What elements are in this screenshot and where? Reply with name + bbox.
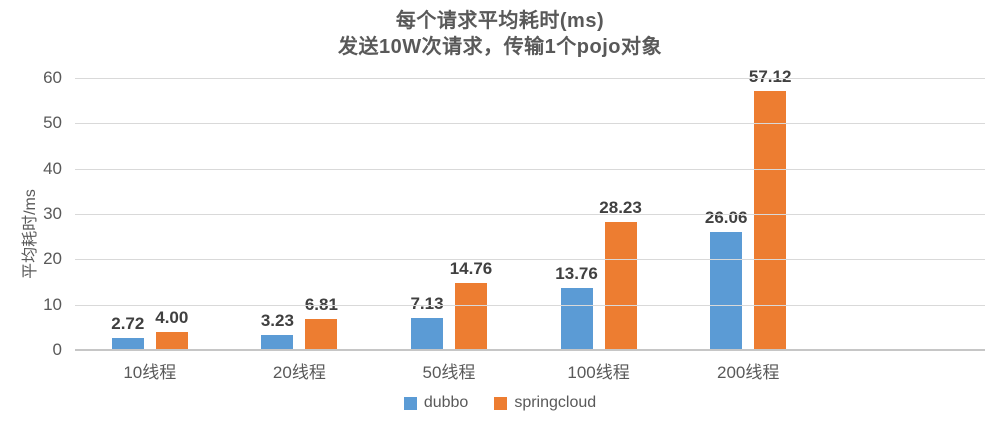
bar-group-10线程: 2.72 4.00 <box>75 78 225 350</box>
bar-value-label: 13.76 <box>555 263 598 283</box>
y-tick-label: 0 <box>52 340 62 359</box>
bar-pair: 13.76 28.23 <box>555 198 642 350</box>
bar-value-label: 7.13 <box>410 293 444 313</box>
chart-subtitle: 发送10W次请求，传输1个pojo对象 <box>338 36 662 58</box>
legend-swatch-icon <box>494 396 508 410</box>
bar-dubbo-100线程: 13.76 <box>555 264 598 350</box>
legend-label: springcloud <box>514 394 597 411</box>
bar-springcloud-200线程: 57.12 <box>749 67 791 350</box>
y-tick-label: 50 <box>43 113 62 133</box>
legend-swatch-icon <box>403 396 417 410</box>
x-axis-line <box>75 349 985 351</box>
x-axis-labels: 10线程 20线程 50线程 100线程 200线程 <box>75 358 823 383</box>
x-tick-label-10线程: 10线程 <box>123 363 177 382</box>
y-tick-label: 30 <box>43 204 62 223</box>
legend-item-springcloud: springcloud <box>494 394 596 412</box>
y-tick-label: 20 <box>43 249 62 269</box>
x-tick-label-50线程: 50线程 <box>422 363 476 382</box>
bar-group-100线程: 13.76 28.23 <box>524 78 674 350</box>
x-tick-label-20线程: 20线程 <box>272 363 326 382</box>
bar-springcloud-20线程: 6.81 <box>305 295 338 350</box>
bar-dubbo-50线程: 7.13 <box>410 294 444 350</box>
x-tick-label-200线程: 200线程 <box>716 363 780 382</box>
gridline-y-30 <box>75 214 985 215</box>
legend-item-dubbo: dubbo <box>403 394 469 412</box>
bar-dubbo-200线程: 26.06 <box>705 208 747 350</box>
gridline-y-40 <box>75 168 985 170</box>
bar-group-20线程: 3.23 6.81 <box>225 78 375 350</box>
bar-value-label: 26.06 <box>704 207 748 227</box>
bar-value-label: 57.12 <box>748 67 792 87</box>
bar-group-50线程: 7.13 14.76 <box>374 78 524 350</box>
y-tick-label: 10 <box>43 294 62 314</box>
bar-pair: 7.13 14.76 <box>410 259 492 350</box>
bar-pair: 2.72 4.00 <box>111 308 188 350</box>
bar-value-label: 4.00 <box>155 307 189 327</box>
bar-value-label: 6.81 <box>304 295 338 315</box>
bar-dubbo-20线程: 3.23 <box>261 311 294 350</box>
y-tick-label: 40 <box>43 158 62 178</box>
bar-value-label: 14.76 <box>449 259 493 279</box>
bar-springcloud-50线程: 14.76 <box>450 259 492 350</box>
bar-springcloud-10线程: 4.00 <box>155 308 188 350</box>
bar-pair: 26.06 57.12 <box>705 67 791 350</box>
bar-value-label: 2.72 <box>111 313 145 333</box>
gridline-y-10 <box>75 304 985 306</box>
y-tick-label: 60 <box>43 68 62 87</box>
gridline-y-60 <box>75 78 985 79</box>
bar-pair: 3.23 6.81 <box>261 295 338 350</box>
bar-group-200线程: 26.06 57.12 <box>673 67 823 350</box>
chart-title: 每个请求平均耗时(ms) <box>395 10 605 32</box>
gridline-y-50 <box>75 123 985 125</box>
legend-label: dubbo <box>423 394 469 411</box>
bar-dubbo-10线程: 2.72 <box>111 314 144 350</box>
bar-value-label: 3.23 <box>260 311 294 331</box>
bar-springcloud-100线程: 28.23 <box>599 198 642 350</box>
legend: dubbo springcloud <box>0 394 1000 412</box>
plot-area: 2.72 4.00 3.23 6.81 7.13 14.76 13.76 28.23 26.06… <box>75 67 985 351</box>
bar-value-label: 28.23 <box>599 198 642 217</box>
x-tick-label-100线程: 100线程 <box>567 363 630 382</box>
bars-region: 2.72 4.00 3.23 6.81 7.13 14.76 13.76 28.23 26.06… <box>75 67 823 350</box>
gridline-y-20 <box>75 259 985 261</box>
